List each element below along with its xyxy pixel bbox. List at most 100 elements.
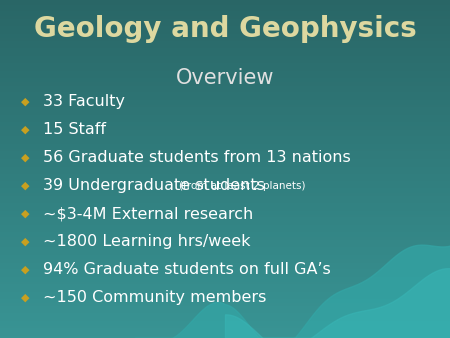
Bar	[0, 56, 450, 57]
Text: Geology and Geophysics: Geology and Geophysics	[34, 15, 416, 43]
Bar	[0, 104, 450, 105]
Bar	[0, 42, 450, 43]
Bar	[0, 290, 450, 291]
Bar	[0, 304, 450, 305]
Bar	[0, 327, 450, 328]
Bar	[0, 106, 450, 107]
Bar	[0, 172, 450, 173]
Bar	[0, 101, 450, 102]
Bar	[0, 229, 450, 230]
Bar	[0, 219, 450, 220]
Bar	[0, 242, 450, 243]
Bar	[0, 205, 450, 206]
Bar	[0, 44, 450, 45]
Bar	[0, 127, 450, 128]
Bar	[0, 142, 450, 143]
Bar	[0, 199, 450, 200]
Bar	[0, 105, 450, 106]
Bar	[0, 210, 450, 211]
Bar	[0, 62, 450, 63]
Bar	[0, 313, 450, 314]
Bar	[0, 286, 450, 287]
Bar	[0, 75, 450, 77]
Bar	[0, 300, 450, 301]
Bar	[0, 143, 450, 144]
Bar	[0, 189, 450, 190]
Bar	[0, 305, 450, 307]
Bar	[0, 251, 450, 252]
Bar	[0, 158, 450, 159]
Bar	[0, 33, 450, 34]
Bar	[0, 0, 450, 1]
Bar	[0, 269, 450, 270]
Bar	[0, 128, 450, 129]
Bar	[0, 45, 450, 46]
Bar	[0, 211, 450, 212]
Bar	[0, 37, 450, 38]
Bar	[0, 193, 450, 194]
Bar	[0, 161, 450, 162]
Bar	[0, 200, 450, 202]
Bar	[0, 64, 450, 65]
Bar	[0, 192, 450, 193]
Bar	[0, 266, 450, 267]
Bar	[0, 244, 450, 246]
Bar	[0, 240, 450, 241]
Bar	[0, 74, 450, 75]
Bar	[0, 90, 450, 91]
Bar	[0, 23, 450, 24]
Bar	[0, 24, 450, 25]
Text: ~$3-4M External research: ~$3-4M External research	[43, 206, 253, 221]
Bar	[0, 98, 450, 99]
Bar	[0, 331, 450, 332]
Bar	[0, 116, 450, 117]
Bar	[0, 186, 450, 187]
Bar	[0, 111, 450, 112]
Bar	[0, 4, 450, 6]
Bar	[0, 60, 450, 61]
Bar	[0, 94, 450, 95]
Bar	[0, 16, 450, 17]
Bar	[0, 265, 450, 266]
Bar	[0, 21, 450, 23]
Bar	[0, 152, 450, 153]
Bar	[0, 61, 450, 62]
Bar	[0, 148, 450, 149]
Bar	[0, 282, 450, 283]
Bar	[0, 194, 450, 195]
Bar	[0, 68, 450, 69]
Bar	[0, 310, 450, 311]
Text: ◆: ◆	[21, 152, 29, 163]
Bar	[0, 328, 450, 329]
Bar	[0, 34, 450, 35]
Bar	[0, 159, 450, 160]
Bar	[0, 138, 450, 139]
Bar	[0, 188, 450, 189]
Bar	[0, 187, 450, 188]
Bar	[0, 166, 450, 167]
Bar	[0, 236, 450, 237]
Bar	[0, 154, 450, 155]
Bar	[0, 41, 450, 42]
Bar	[0, 132, 450, 133]
Text: ◆: ◆	[21, 237, 29, 247]
Bar	[0, 135, 450, 136]
Bar	[0, 283, 450, 284]
Bar	[0, 70, 450, 71]
Bar	[0, 267, 450, 268]
Bar	[0, 125, 450, 126]
Bar	[0, 212, 450, 213]
Bar	[0, 206, 450, 207]
Bar	[0, 162, 450, 163]
Bar	[0, 256, 450, 257]
Bar	[0, 270, 450, 271]
Bar	[0, 319, 450, 320]
Bar	[0, 118, 450, 119]
Bar	[0, 221, 450, 222]
Bar	[0, 160, 450, 161]
Bar	[0, 81, 450, 82]
Bar	[0, 302, 450, 303]
Bar	[0, 311, 450, 312]
Bar	[0, 195, 450, 196]
Bar	[0, 226, 450, 227]
